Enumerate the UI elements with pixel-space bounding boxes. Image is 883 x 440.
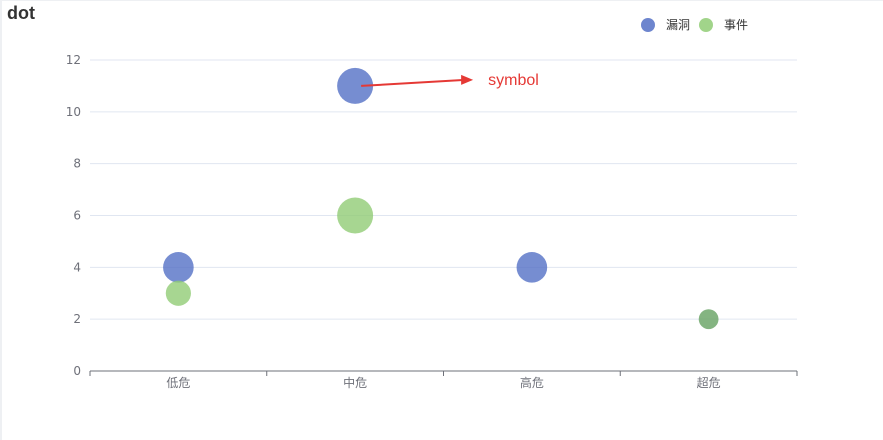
y-tick-label: 8 xyxy=(73,157,81,171)
panel-left-border xyxy=(0,0,2,440)
y-tick-label: 12 xyxy=(66,53,81,67)
legend-marker xyxy=(699,18,713,32)
y-tick-label: 0 xyxy=(73,364,81,378)
legend-label: 事件 xyxy=(724,18,748,32)
scatter-point xyxy=(337,67,374,104)
chart-title: dot xyxy=(7,3,35,23)
scatter-point xyxy=(516,252,548,283)
scatter-point xyxy=(698,309,719,330)
axes: 0 2 4 6 8 10 12 低危 中危 高危 超危 xyxy=(66,53,798,390)
panel-top-border xyxy=(0,0,883,1)
data-points xyxy=(163,67,719,330)
legend-marker xyxy=(641,18,655,32)
y-tick-label: 10 xyxy=(66,105,81,119)
grid-lines xyxy=(90,59,797,320)
x-tick-label: 中危 xyxy=(343,375,367,390)
x-tick-label: 超危 xyxy=(697,375,721,390)
annotation: symbol xyxy=(361,72,539,89)
y-tick-label: 6 xyxy=(73,209,81,223)
scatter-point xyxy=(163,252,194,283)
legend-label: 漏洞 xyxy=(666,18,690,32)
scatter-point xyxy=(165,280,191,306)
annotation-arrow-head xyxy=(461,74,474,85)
y-tick-label: 4 xyxy=(73,260,81,274)
legend: 漏洞 事件 xyxy=(641,18,748,32)
x-tick-label: 高危 xyxy=(520,375,544,390)
y-tick-label: 2 xyxy=(73,312,81,326)
x-tick-label: 低危 xyxy=(166,376,190,390)
annotation-arrow-line xyxy=(361,78,466,87)
annotation-label: symbol xyxy=(488,72,539,89)
scatter-point xyxy=(337,197,374,234)
